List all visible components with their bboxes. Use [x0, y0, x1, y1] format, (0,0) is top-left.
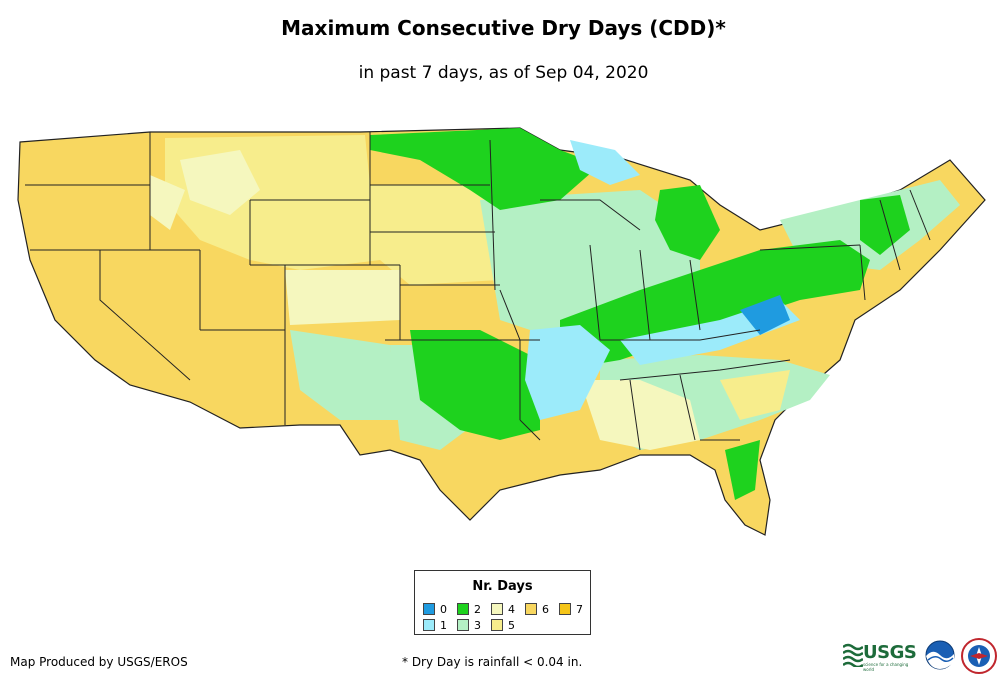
usgs-logo: USGS science for a changing world: [843, 640, 919, 672]
zone-day2-texas-oklahoma: [410, 330, 540, 440]
legend-swatch-7: [559, 603, 571, 615]
legend-label-3: 3: [474, 619, 481, 632]
state-boundaries: [25, 132, 931, 451]
zone-day2-upper-midwest: [370, 128, 600, 210]
zone-day4-montana: [180, 150, 260, 215]
usgs-wordmark: USGS: [863, 642, 917, 663]
legend-label-7: 7: [576, 603, 583, 616]
legend-title: Nr. Days: [472, 579, 533, 594]
dry-day-footnote: * Dry Day is rainfall < 0.04 in.: [402, 655, 583, 669]
map-subtitle: in past 7 days, as of Sep 04, 2020: [358, 63, 649, 83]
zone-day4-southeast: [580, 380, 700, 450]
map-title: Maximum Consecutive Dry Days (CDD)*: [281, 16, 726, 40]
usgs-wave-icon: [843, 643, 863, 667]
legend-swatch-0: [423, 603, 435, 615]
legend-label-4: 4: [508, 603, 515, 616]
legend-swatch-6: [525, 603, 537, 615]
usgs-tagline: science for a changing world: [863, 662, 909, 672]
legend-label-5: 5: [508, 619, 515, 632]
legend-swatch-5: [491, 619, 503, 631]
legend-swatch-2: [457, 603, 469, 615]
zone-day3-southwest: [290, 330, 400, 420]
zone-day2-michigan: [655, 185, 720, 260]
legend-label-2: 2: [474, 603, 481, 616]
legend-label-1: 1: [440, 619, 447, 632]
legend: Nr. Days 0 1 2 3 4 5 6 7: [414, 570, 591, 635]
legend-swatch-1: [423, 619, 435, 631]
zone-day4-carolinas: [720, 370, 790, 420]
zone-day1-minnesota: [570, 140, 640, 185]
zone-day4-oregon-east: [150, 175, 185, 230]
zone-day4-wyoming: [285, 270, 400, 325]
zone-day2-new-england: [860, 195, 910, 255]
legend-label-6: 6: [542, 603, 549, 616]
legend-label-0: 0: [440, 603, 447, 616]
zone-day2-florida: [725, 440, 760, 500]
noaa-logo: [925, 640, 955, 670]
legend-swatch-4: [491, 603, 503, 615]
nws-logo: [961, 638, 997, 674]
zone-day1-mississippi: [525, 325, 610, 420]
map-credit: Map Produced by USGS/EROS: [10, 655, 188, 669]
legend-swatch-3: [457, 619, 469, 631]
zone-day0-virginia: [740, 295, 790, 335]
